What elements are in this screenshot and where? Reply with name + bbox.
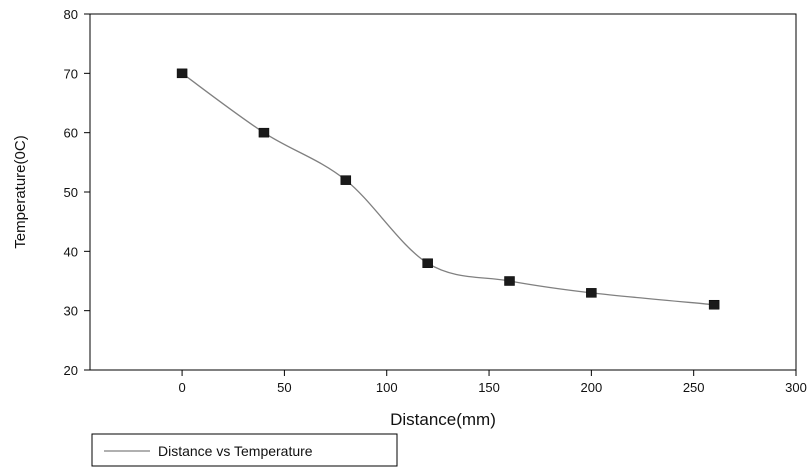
legend-label: Distance vs Temperature [158,443,313,459]
x-axis-ticks: 0 50 100 150 200 250 300 [178,370,807,395]
y-tick-label: 30 [64,304,78,319]
data-point-marker [708,299,720,310]
x-tick-label: 100 [376,380,398,395]
x-axis-title: Distance(mm) [390,410,496,429]
data-point-marker [176,68,188,79]
y-tick-label: 70 [64,66,78,81]
y-tick-label: 60 [64,126,78,141]
x-tick-label: 250 [683,380,705,395]
legend-box [91,433,398,467]
y-tick-label: 50 [64,185,78,200]
data-point-marker [586,288,597,298]
plot-frame [89,13,797,371]
x-tick-label: 200 [581,380,603,395]
data-point-marker [258,127,270,138]
legend: Distance vs Temperature [91,433,398,467]
x-tick-label: 50 [277,380,291,395]
x-tick-label: 300 [785,380,807,395]
data-point-marker [422,258,433,268]
x-tick-label: 0 [178,380,185,395]
data-point-marker [340,175,352,185]
y-tick-label: 20 [64,363,78,378]
series-line [181,72,715,306]
y-axis-title: Temperature(0C) [12,135,29,248]
x-tick-label: 150 [478,380,500,395]
y-tick-label: 80 [64,7,78,22]
data-markers [176,68,720,310]
y-axis-ticks: 20 30 40 50 60 70 80 [64,7,90,378]
data-point-marker [504,276,515,286]
y-tick-label: 40 [64,244,78,259]
